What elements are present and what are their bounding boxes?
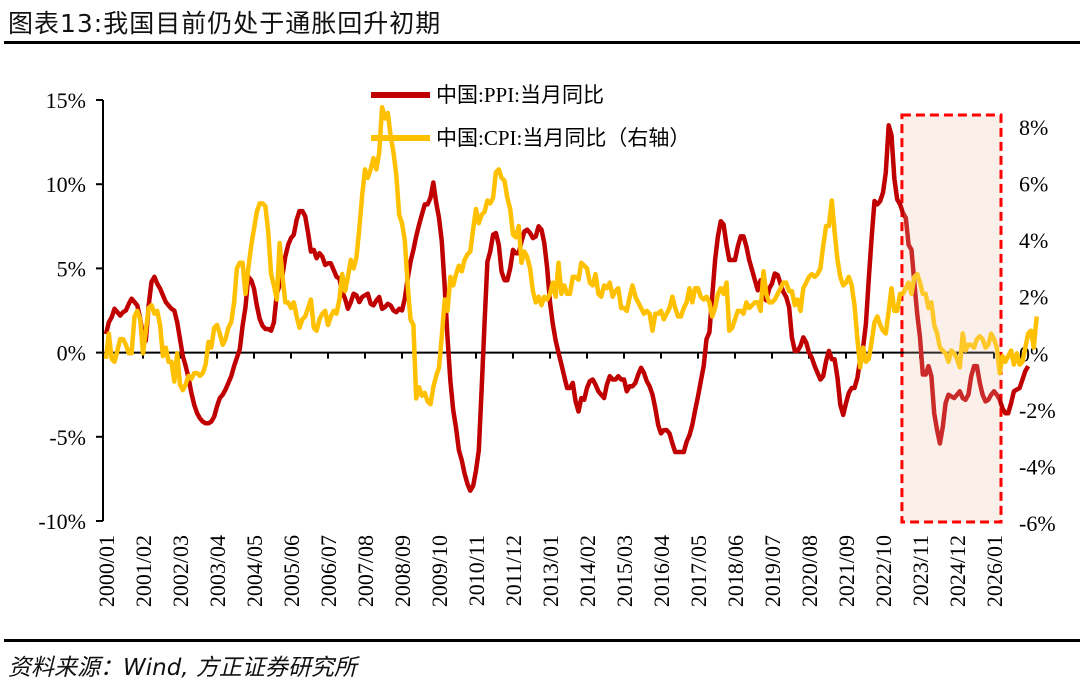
x-axis-tick-label: 2018/06 <box>723 535 748 607</box>
x-axis-tick-label: 2005/06 <box>279 535 304 607</box>
x-axis-tick-label: 2009/10 <box>427 535 452 607</box>
left-axis-tick-label: 0% <box>57 341 86 366</box>
x-axis-tick-label: 2008/09 <box>390 535 415 607</box>
ppi-series-line <box>103 123 1031 493</box>
source-note: 资料来源：Wind, 方正证券研究所 <box>8 655 357 681</box>
x-axis-tick-label: 2013/01 <box>538 535 563 607</box>
right-axis-tick-label: 2% <box>1019 285 1048 310</box>
x-axis-tick-label: 2023/11 <box>908 535 933 606</box>
x-axis-tick-label: 2000/01 <box>94 535 119 607</box>
x-axis-tick-label: 2003/04 <box>205 535 230 607</box>
right-axis-tick-label: -2% <box>1019 398 1056 423</box>
right-axis-tick-label: 8% <box>1019 115 1048 140</box>
series-lines <box>103 104 1039 520</box>
chart-title: 图表13:我国目前仍处于通胀回升初期 <box>8 9 442 38</box>
right-axis-tick-label: -4% <box>1019 454 1056 479</box>
x-axis-tick-label: 2011/12 <box>501 535 526 606</box>
x-axis-tick-label: 2001/02 <box>131 535 156 607</box>
footer-divider <box>4 639 1080 642</box>
x-axis-tick-label: 2024/12 <box>945 535 970 607</box>
x-axis-tick-label: 2017/05 <box>686 535 711 607</box>
x-axis-tick-label: 2014/02 <box>575 535 600 607</box>
axes: -10%-5%0%5%10%15%-6%-4%-2%0%2%4%6%8%2000… <box>38 88 1055 607</box>
right-axis-tick-label: 4% <box>1019 228 1048 253</box>
x-axis-tick-label: 2007/08 <box>353 535 378 607</box>
x-axis-tick-label: 2010/11 <box>464 535 489 606</box>
legend-ppi-label: 中国:PPI:当月同比 <box>436 83 604 107</box>
legend-cpi-label: 中国:CPI:当月同比（右轴） <box>436 126 690 150</box>
x-axis-tick-label: 2020/08 <box>797 535 822 607</box>
x-axis-tick-label: 2004/05 <box>242 535 267 607</box>
left-axis-tick-label: -10% <box>38 509 86 534</box>
cpi-series-line <box>103 104 1039 407</box>
left-axis-tick-label: 15% <box>46 88 86 113</box>
x-axis-tick-label: 2021/09 <box>834 535 859 607</box>
x-axis-tick-label: 2026/01 <box>982 535 1007 607</box>
right-axis-tick-label: 6% <box>1019 172 1048 197</box>
left-axis-tick-label: 10% <box>46 172 86 197</box>
left-axis-tick-label: 5% <box>57 256 86 281</box>
right-axis-tick-label: -6% <box>1019 511 1056 536</box>
title-divider <box>4 41 1080 44</box>
left-axis-tick-label: -5% <box>49 425 86 450</box>
legend: 中国:PPI:当月同比 中国:CPI:当月同比（右轴） <box>371 83 690 150</box>
x-axis-tick-label: 2019/07 <box>760 535 785 607</box>
x-axis-tick-label: 2016/04 <box>649 535 674 607</box>
x-axis-tick-label: 2022/10 <box>871 535 896 607</box>
x-axis-tick-label: 2015/03 <box>612 535 637 607</box>
x-axis-tick-label: 2002/03 <box>168 535 193 607</box>
x-axis-tick-label: 2006/07 <box>316 535 341 607</box>
highlight-overlay <box>903 117 999 520</box>
